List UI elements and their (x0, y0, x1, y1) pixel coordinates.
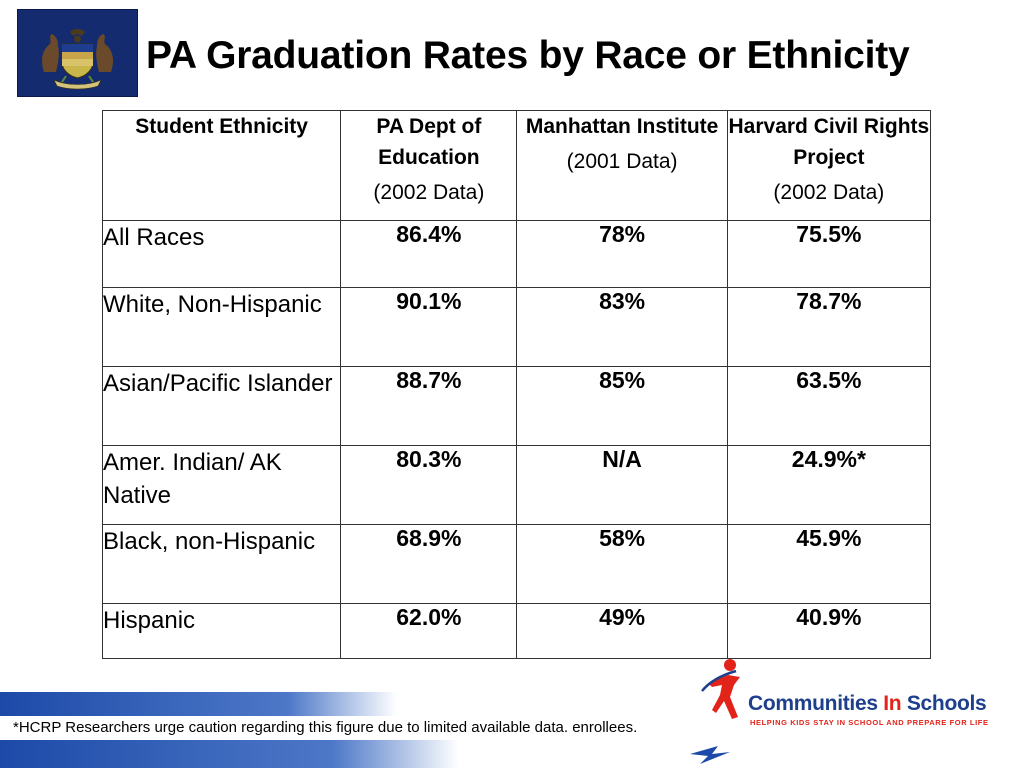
logo-name: Communities In Schools (748, 692, 987, 716)
table-row: Asian/Pacific Islander 88.7% 85% 63.5% (101, 366, 932, 446)
table-row: Amer. Indian/ AK Native 80.3% N/A 24.9%* (101, 445, 932, 525)
header-year: (2002 Data) (773, 181, 885, 204)
graduation-rates-table: Student Ethnicity PA Dept of Education (… (101, 110, 932, 659)
header-label: PA Dept of Education (376, 115, 482, 169)
table-row: Black, non-Hispanic 68.9% 58% 45.9% (101, 524, 932, 604)
logo-name-part2: Schools (901, 692, 987, 715)
header-label: Harvard Civil Rights Project (728, 115, 930, 169)
figure-icon (700, 655, 750, 725)
row-group-label: Black, non-Hispanic (101, 524, 342, 604)
hcrp-value: 40.9% (726, 603, 932, 659)
footnote: *HCRP Researchers urge caution regarding… (7, 716, 727, 740)
footer-stripes (0, 688, 1024, 768)
manhattan-value: N/A (516, 445, 728, 525)
header-year: (2001 Data) (566, 150, 678, 173)
pa-dept-value: 80.3% (340, 445, 518, 525)
hcrp-value: 75.5% (726, 220, 932, 288)
pa-dept-value: 88.7% (340, 366, 518, 446)
communities-in-schools-logo: Communities In Schools HELPING KIDS STAY… (700, 655, 1020, 735)
hcrp-value: 24.9%* (726, 445, 932, 525)
pennsylvania-flag-icon (17, 9, 138, 97)
pa-dept-value: 62.0% (340, 603, 518, 659)
logo-name-in: In (883, 692, 902, 715)
header-harvard-civil-rights: Harvard Civil Rights Project (2002 Data) (726, 110, 932, 221)
header-student-ethnicity: Student Ethnicity (101, 110, 342, 221)
row-group-label: Hispanic (101, 603, 342, 659)
manhattan-value: 83% (516, 287, 728, 367)
row-group-label: White, Non-Hispanic (101, 287, 342, 367)
manhattan-value: 58% (516, 524, 728, 604)
hcrp-value: 45.9% (726, 524, 932, 604)
hcrp-value: 63.5% (726, 366, 932, 446)
pa-dept-value: 90.1% (340, 287, 518, 367)
logo-tagline: HELPING KIDS STAY IN SCHOOL AND PREPARE … (750, 718, 989, 727)
pa-dept-value: 86.4% (340, 220, 518, 288)
row-group-label: All Races (101, 220, 342, 288)
table-row: White, Non-Hispanic 90.1% 83% 78.7% (101, 287, 932, 367)
header-label: Manhattan Institute (525, 115, 719, 138)
header-pa-dept-education: PA Dept of Education (2002 Data) (340, 110, 518, 221)
row-group-label: Asian/Pacific Islander (101, 366, 342, 446)
table-row: All Races 86.4% 78% 75.5% (101, 220, 932, 288)
hcrp-value: 78.7% (726, 287, 932, 367)
manhattan-value: 85% (516, 366, 728, 446)
header-manhattan-institute: Manhattan Institute (2001 Data) (516, 110, 728, 221)
slide-title: PA Graduation Rates by Race or Ethnicity (146, 34, 910, 77)
manhattan-value: 49% (516, 603, 728, 659)
manhattan-value: 78% (516, 220, 728, 288)
table-header-row: Student Ethnicity PA Dept of Education (… (101, 110, 932, 221)
row-group-label: Amer. Indian/ AK Native (101, 445, 342, 525)
header-year: (2002 Data) (373, 181, 485, 204)
logo-name-part1: Communities (748, 692, 884, 715)
pa-dept-value: 68.9% (340, 524, 518, 604)
table-row: Hispanic 62.0% 49% 40.9% (101, 603, 932, 659)
header-label: Student Ethnicity (135, 115, 308, 138)
